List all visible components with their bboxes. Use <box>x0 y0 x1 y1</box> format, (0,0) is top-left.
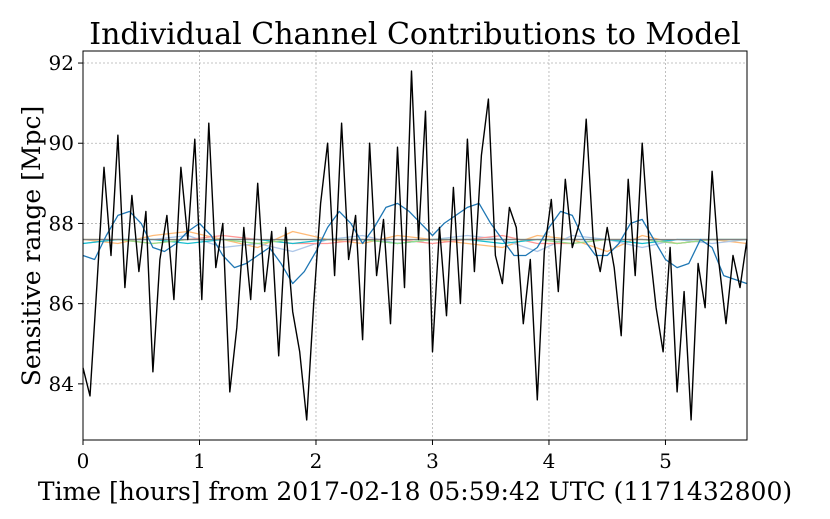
plot-frame <box>82 50 748 441</box>
x-tick-label: 3 <box>426 449 439 473</box>
y-tick-label: 84 <box>49 372 74 396</box>
series-target <box>82 70 748 421</box>
series-line-target <box>82 70 748 421</box>
series-line-channel-orange <box>82 230 748 253</box>
series-group <box>82 70 748 421</box>
y-tick-label: 90 <box>49 131 74 155</box>
grid <box>82 51 747 440</box>
y-tick-label: 92 <box>49 51 74 75</box>
series-model <box>82 202 748 285</box>
x-tick-label: 5 <box>659 449 672 473</box>
y-tick-label: 88 <box>49 211 74 235</box>
y-axis: 84 86 88 90 92 <box>49 51 83 396</box>
x-tick-label: 4 <box>543 449 556 473</box>
x-tick-label: 2 <box>310 449 323 473</box>
x-tick-label: 1 <box>193 449 206 473</box>
chart-title: Individual Channel Contributions to Mode… <box>89 17 741 52</box>
series-channel-orange <box>82 230 748 253</box>
y-tick-label: 86 <box>49 292 74 316</box>
x-axis: 0 1 2 3 4 5 <box>77 440 672 473</box>
y-axis-label: Sensitive range [Mpc] <box>17 106 46 387</box>
series-line-model <box>82 202 748 285</box>
x-tick-label: 0 <box>77 449 90 473</box>
x-axis-label: Time [hours] from 2017-02-18 05:59:42 UT… <box>38 477 792 506</box>
